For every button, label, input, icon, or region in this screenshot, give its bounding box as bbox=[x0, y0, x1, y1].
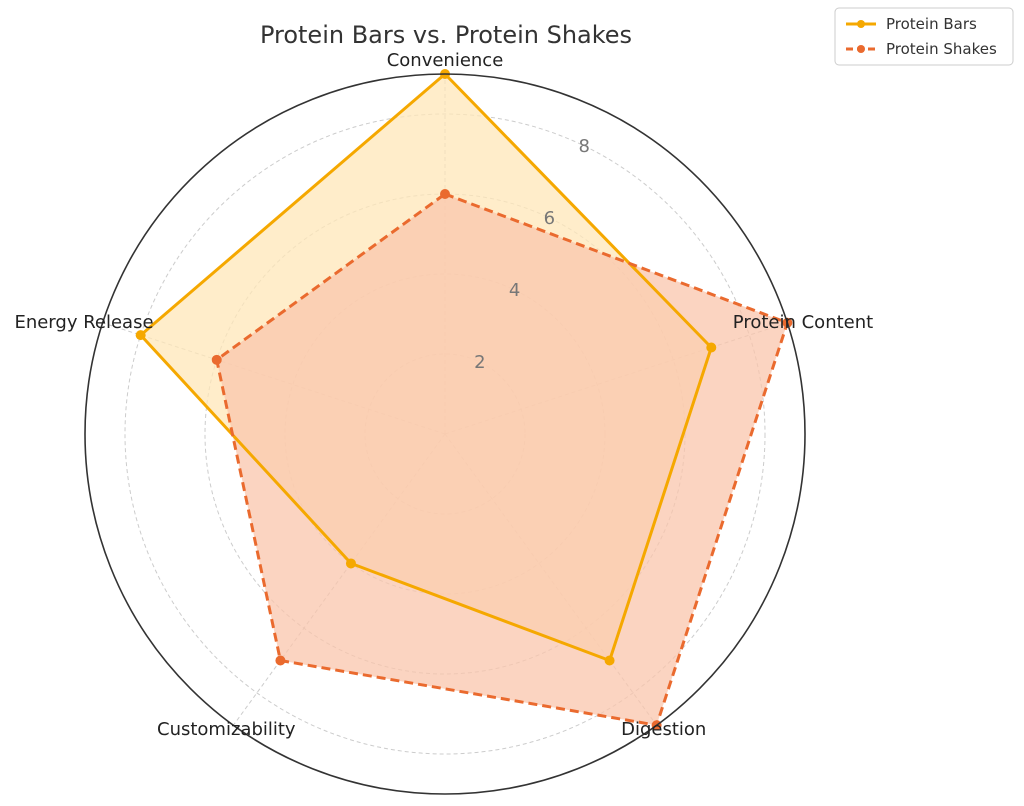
legend-marker-protein-shakes bbox=[857, 45, 865, 53]
axis-labels: Convenience Protein Content Digestion Custo… bbox=[14, 50, 873, 740]
outer-ring bbox=[84, 73, 806, 795]
point-protein-shakes-energy-release bbox=[211, 354, 222, 365]
point-protein-shakes-convenience bbox=[440, 189, 450, 199]
legend-label-protein-bars: Protein Bars bbox=[886, 15, 977, 33]
legend: Protein Bars Protein Shakes bbox=[834, 7, 1014, 66]
point-protein-shakes-customizability bbox=[275, 655, 286, 666]
axis-label-convenience: Convenience bbox=[387, 50, 504, 71]
tick-label-4: 4 bbox=[509, 280, 520, 301]
series-area-protein-shakes bbox=[216, 194, 788, 726]
axis-label-digestion: Digestion bbox=[621, 719, 706, 740]
series-line-protein-bars bbox=[139, 72, 713, 662]
axis-label-protein-content: Protein Content bbox=[733, 312, 873, 333]
axis-label-energy-release: Energy Release bbox=[14, 312, 153, 333]
tick-labels: 2 4 6 8 bbox=[474, 136, 590, 373]
point-protein-bars-digestion bbox=[604, 655, 615, 666]
series-layer bbox=[135, 69, 793, 731]
point-protein-bars-customizability bbox=[345, 558, 356, 569]
legend-marker-protein-bars bbox=[857, 20, 865, 28]
tick-label-8: 8 bbox=[578, 136, 589, 157]
tick-label-2: 2 bbox=[474, 352, 485, 373]
legend-label-protein-shakes: Protein Shakes bbox=[886, 40, 997, 58]
tick-label-6: 6 bbox=[544, 208, 555, 229]
chart-title: Protein Bars vs. Protein Shakes bbox=[260, 21, 632, 49]
axis-label-customizability: Customizability bbox=[157, 719, 296, 740]
point-protein-bars-energy-release bbox=[135, 330, 146, 341]
point-protein-bars-protein-content bbox=[706, 342, 717, 353]
legend-box bbox=[834, 7, 1014, 66]
